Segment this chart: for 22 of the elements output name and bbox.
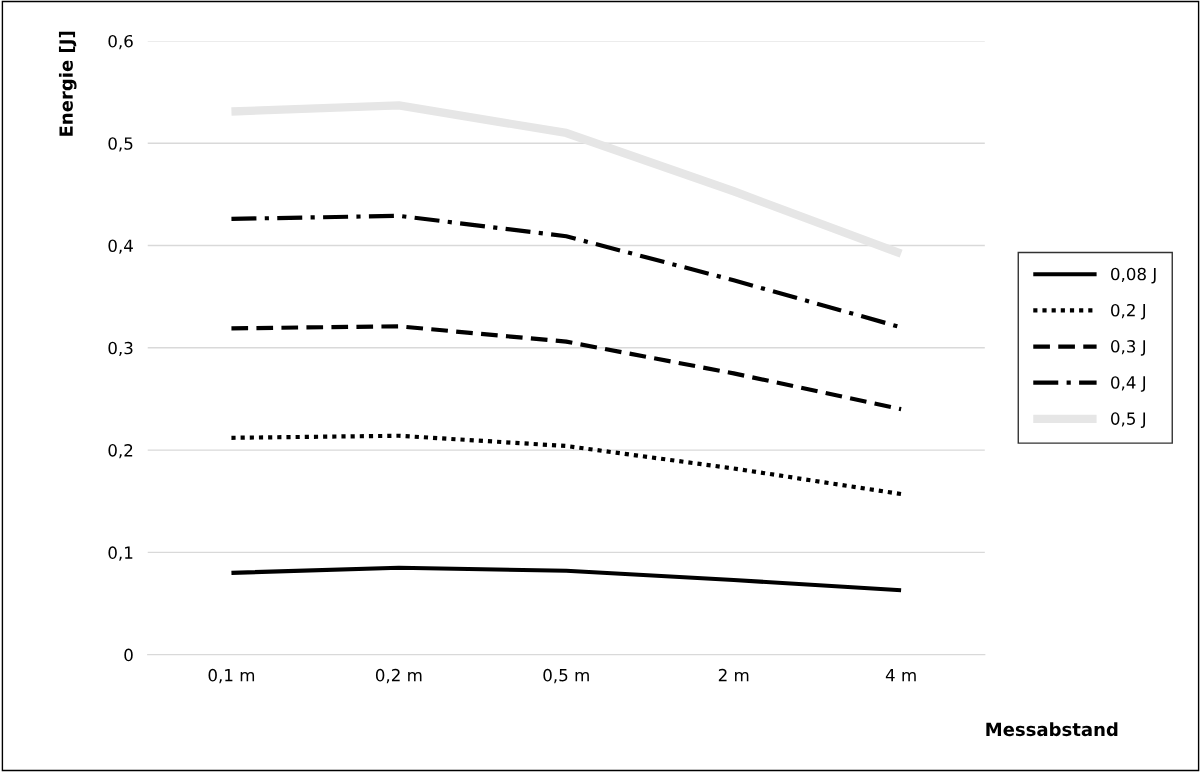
y-tick-label: 0,6 (108, 34, 133, 50)
x-tick-label: 0,5 m (543, 668, 589, 684)
y-tick-label: 0,3 (108, 341, 133, 357)
y-tick-label: 0,1 (108, 546, 133, 561)
y-axis-title: Energie [J] (58, 31, 77, 136)
y-tick-label: 0,4 (108, 239, 133, 254)
x-tick-label: 0,1 m (208, 668, 255, 684)
x-tick-label: 4 m (885, 669, 916, 682)
legend-label: 0,08 J (1111, 267, 1156, 284)
legend-label: 0,2 J (1111, 303, 1146, 320)
legend-label: 0,3 J (1111, 340, 1146, 356)
line-series (229, 324, 904, 412)
line-series (229, 433, 904, 497)
x-tick-label: 2 m (718, 668, 749, 682)
legend-label: 0,5 J (1111, 412, 1146, 428)
y-tick-label: 0,2 (108, 444, 133, 459)
y-tick-label: 0,5 (108, 137, 133, 152)
x-tick-label: 0,2 m (375, 668, 422, 684)
line-series (229, 565, 904, 593)
x-axis-title: Messabstand (986, 722, 1118, 737)
y-tick-label: 0 (124, 648, 133, 662)
legend-label: 0,4 J (1111, 376, 1146, 392)
